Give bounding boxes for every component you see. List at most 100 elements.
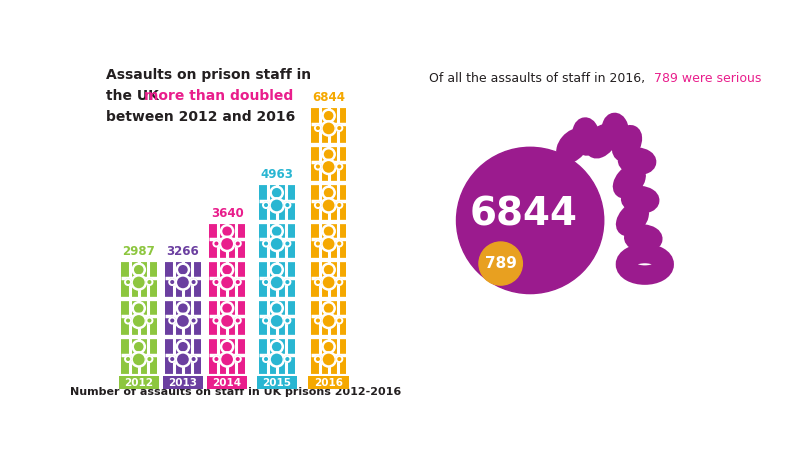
Circle shape	[336, 356, 342, 362]
Circle shape	[133, 302, 145, 314]
Circle shape	[315, 164, 321, 170]
Circle shape	[322, 187, 334, 199]
Circle shape	[336, 240, 342, 247]
FancyBboxPatch shape	[210, 222, 245, 261]
Circle shape	[169, 279, 175, 285]
Circle shape	[270, 225, 282, 237]
Circle shape	[221, 264, 233, 276]
FancyBboxPatch shape	[165, 299, 201, 337]
FancyBboxPatch shape	[259, 299, 294, 337]
Circle shape	[263, 318, 269, 323]
Circle shape	[214, 240, 219, 247]
Circle shape	[125, 279, 131, 285]
Circle shape	[263, 356, 269, 362]
Circle shape	[177, 302, 189, 314]
Circle shape	[322, 302, 334, 314]
Circle shape	[146, 356, 153, 362]
FancyBboxPatch shape	[118, 376, 159, 389]
FancyBboxPatch shape	[162, 376, 203, 389]
FancyBboxPatch shape	[259, 337, 294, 376]
FancyBboxPatch shape	[259, 261, 294, 299]
Text: 2987: 2987	[122, 245, 155, 258]
Text: 2014: 2014	[213, 377, 242, 387]
Circle shape	[315, 279, 321, 285]
Circle shape	[322, 110, 334, 122]
Circle shape	[284, 202, 290, 208]
Circle shape	[221, 225, 233, 237]
Circle shape	[146, 279, 153, 285]
Circle shape	[270, 276, 284, 290]
Circle shape	[263, 202, 269, 208]
Circle shape	[322, 225, 334, 237]
Circle shape	[190, 318, 197, 323]
Circle shape	[133, 341, 145, 353]
Circle shape	[234, 356, 241, 362]
FancyBboxPatch shape	[121, 337, 157, 376]
Circle shape	[284, 240, 290, 247]
Circle shape	[284, 356, 290, 362]
Circle shape	[146, 318, 153, 323]
Circle shape	[176, 276, 190, 290]
FancyBboxPatch shape	[210, 337, 245, 376]
Circle shape	[322, 198, 336, 212]
Circle shape	[234, 318, 241, 323]
Circle shape	[176, 352, 190, 367]
Circle shape	[220, 237, 234, 251]
Circle shape	[322, 160, 336, 174]
Circle shape	[270, 352, 284, 367]
Text: 2016: 2016	[314, 377, 343, 387]
Circle shape	[322, 237, 336, 251]
Circle shape	[270, 314, 284, 328]
Circle shape	[133, 264, 145, 276]
Circle shape	[315, 318, 321, 323]
Circle shape	[322, 264, 334, 276]
FancyBboxPatch shape	[310, 299, 346, 337]
Circle shape	[214, 356, 219, 362]
Circle shape	[270, 237, 284, 251]
Text: 789 were serious: 789 were serious	[654, 72, 762, 85]
Circle shape	[336, 279, 342, 285]
Circle shape	[322, 121, 336, 135]
Circle shape	[263, 240, 269, 247]
Circle shape	[270, 264, 282, 276]
Circle shape	[336, 202, 342, 208]
Text: 2015: 2015	[262, 377, 291, 387]
Circle shape	[220, 276, 234, 290]
FancyBboxPatch shape	[310, 106, 346, 145]
Circle shape	[263, 279, 269, 285]
Circle shape	[177, 264, 189, 276]
Circle shape	[336, 164, 342, 170]
FancyBboxPatch shape	[309, 376, 349, 389]
FancyBboxPatch shape	[165, 337, 201, 376]
Text: 3266: 3266	[166, 245, 199, 258]
Text: Of all the assaults of staff in 2016,: Of all the assaults of staff in 2016,	[430, 72, 650, 85]
Text: between 2012 and 2016: between 2012 and 2016	[106, 110, 295, 124]
Text: 2012: 2012	[124, 377, 154, 387]
Circle shape	[177, 341, 189, 353]
FancyBboxPatch shape	[310, 261, 346, 299]
Circle shape	[322, 314, 336, 328]
Circle shape	[336, 125, 342, 131]
Text: 4963: 4963	[260, 168, 293, 181]
Circle shape	[132, 352, 146, 367]
Text: 3640: 3640	[210, 207, 243, 220]
Circle shape	[234, 240, 241, 247]
Circle shape	[176, 314, 190, 328]
Text: 6844: 6844	[312, 91, 345, 104]
Circle shape	[169, 318, 175, 323]
FancyBboxPatch shape	[207, 376, 247, 389]
Circle shape	[457, 147, 604, 294]
FancyBboxPatch shape	[210, 261, 245, 299]
Circle shape	[190, 279, 197, 285]
Text: 789: 789	[485, 256, 517, 271]
FancyBboxPatch shape	[210, 299, 245, 337]
Circle shape	[322, 352, 336, 367]
Text: 2013: 2013	[169, 377, 198, 387]
Circle shape	[284, 279, 290, 285]
Text: 6844: 6844	[470, 195, 578, 233]
Circle shape	[270, 302, 282, 314]
FancyBboxPatch shape	[259, 222, 294, 261]
FancyBboxPatch shape	[310, 222, 346, 261]
Circle shape	[234, 279, 241, 285]
Circle shape	[125, 318, 131, 323]
